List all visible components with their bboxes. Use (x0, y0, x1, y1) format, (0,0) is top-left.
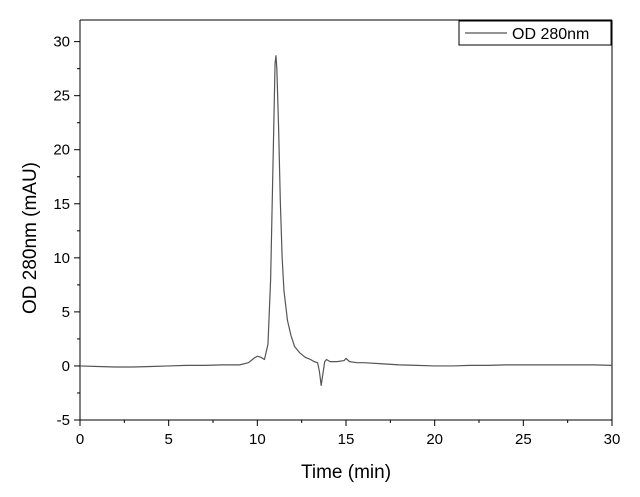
legend: OD 280nm (458, 20, 612, 46)
y-tick-label: 15 (53, 196, 70, 213)
legend-label: OD 280nm (512, 26, 589, 43)
x-ticks: 0 5 10 15 20 25 30 (76, 420, 621, 448)
y-tick-label: 30 (53, 34, 70, 51)
x-tick-label: 20 (426, 431, 443, 448)
y-axis-title: OD 280nm (mAU) (20, 162, 41, 314)
x-tick-label: 5 (164, 431, 172, 448)
x-tick-label: 15 (338, 431, 355, 448)
y-tick-label: 10 (53, 250, 70, 267)
y-tick-label: 25 (53, 88, 70, 105)
y-tick-label: 0 (62, 358, 70, 375)
x-axis-title: Time (min) (301, 462, 391, 483)
y-tick-label: 5 (62, 304, 70, 321)
y-tick-label: 20 (53, 142, 70, 159)
series-layer (79, 55, 613, 387)
plot-area: 0 5 10 15 20 25 30 -5 0 5 10 15 20 25 30 (53, 19, 621, 448)
x-tick-label: 0 (76, 431, 84, 448)
x-tick-label: 10 (249, 431, 266, 448)
series-line-od-280nm (79, 55, 613, 387)
y-tick-label: -5 (57, 412, 70, 429)
x-tick-label: 25 (515, 431, 532, 448)
y-ticks: -5 0 5 10 15 20 25 30 (53, 34, 80, 429)
x-tick-label: 30 (604, 431, 621, 448)
